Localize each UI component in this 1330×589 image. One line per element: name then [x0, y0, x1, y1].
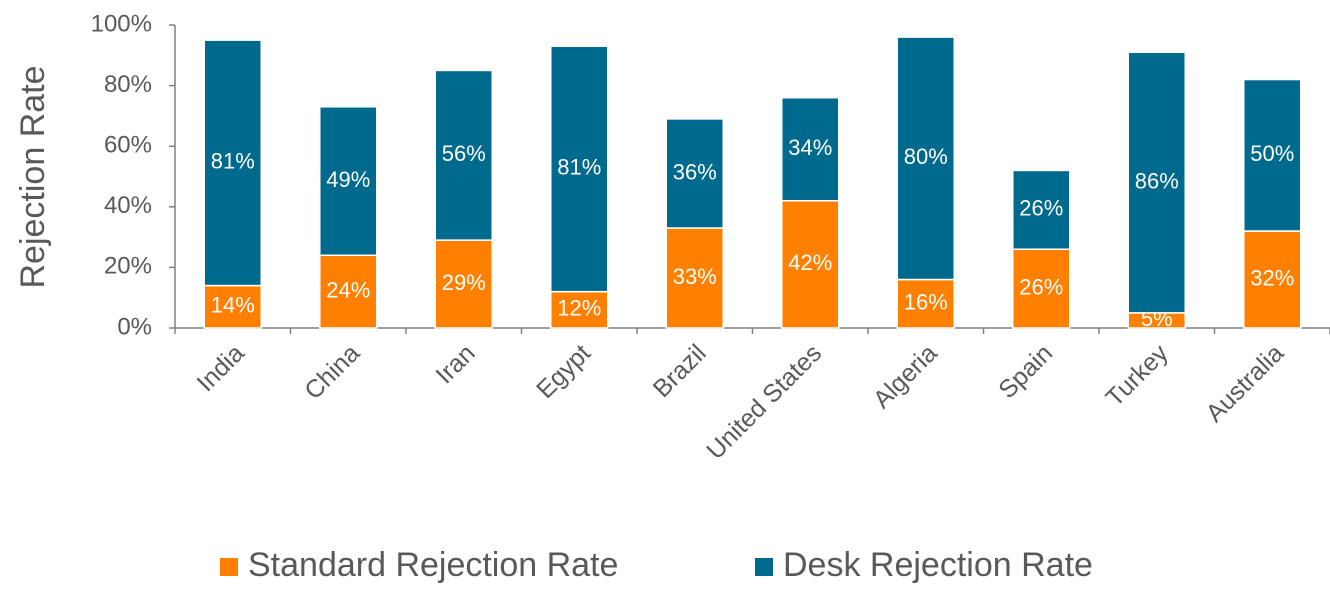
- data-label: 33%: [673, 264, 717, 289]
- y-tick-label: 40%: [104, 192, 152, 219]
- data-label: 32%: [1250, 265, 1294, 290]
- x-tick-label: Australia: [1201, 339, 1290, 428]
- bar-segment: [665, 118, 724, 229]
- data-label: 14%: [211, 293, 255, 318]
- data-label: 49%: [326, 167, 370, 192]
- data-label: 56%: [442, 141, 486, 166]
- data-label: 26%: [1019, 274, 1063, 299]
- data-label: 26%: [1019, 196, 1063, 221]
- y-axis-label: Rejection Rate: [14, 65, 52, 288]
- data-label: 16%: [904, 290, 948, 315]
- bar-segment: [1243, 78, 1302, 232]
- bar-segment: [665, 227, 724, 329]
- bar-segment: [319, 106, 378, 257]
- bar-segment: [781, 199, 840, 329]
- legend-label: Standard Rejection Rate: [248, 546, 618, 584]
- y-tick-label: 20%: [104, 253, 152, 280]
- x-tick-label: Algeria: [868, 339, 943, 414]
- data-label: 80%: [904, 144, 948, 169]
- data-label: 34%: [788, 135, 832, 160]
- x-tick-label: India: [192, 339, 250, 397]
- x-tick-label: Iran: [430, 339, 480, 389]
- bar-segment: [434, 239, 493, 329]
- y-tick-label: 100%: [91, 10, 152, 37]
- x-tick-label: Egypt: [531, 339, 596, 404]
- data-label: 81%: [557, 155, 601, 180]
- data-label: 50%: [1250, 141, 1294, 166]
- data-label: 12%: [557, 296, 601, 321]
- bar-segment: [550, 290, 609, 329]
- x-tick-label: United States: [701, 339, 827, 465]
- data-label: 81%: [211, 149, 255, 174]
- x-tick-label: Brazil: [648, 339, 712, 403]
- data-label: 36%: [673, 159, 717, 184]
- bar-segment: [1127, 51, 1186, 314]
- data-label: 42%: [788, 250, 832, 275]
- bar-segment: [203, 39, 262, 287]
- y-tick-label: 0%: [117, 313, 152, 340]
- legend-label: Desk Rejection Rate: [783, 546, 1093, 584]
- x-tick-label: Turkey: [1100, 339, 1174, 413]
- bar-segment: [896, 278, 955, 329]
- x-tick-label: China: [299, 339, 365, 405]
- data-label: 24%: [326, 277, 370, 302]
- x-tick-label: Spain: [993, 339, 1058, 404]
- legend-swatch: [220, 558, 238, 576]
- bar-segment: [781, 96, 840, 202]
- y-tick-label: 80%: [104, 71, 152, 98]
- bar-segment: [1012, 169, 1071, 250]
- bar-segment: [550, 45, 609, 293]
- legend-swatch: [755, 558, 773, 576]
- data-label: 29%: [442, 270, 486, 295]
- bar-segment: [434, 69, 493, 241]
- data-label: 86%: [1135, 168, 1179, 193]
- bar-segment: [896, 36, 955, 281]
- bar-segment: [1012, 248, 1071, 329]
- y-tick-label: 60%: [104, 132, 152, 159]
